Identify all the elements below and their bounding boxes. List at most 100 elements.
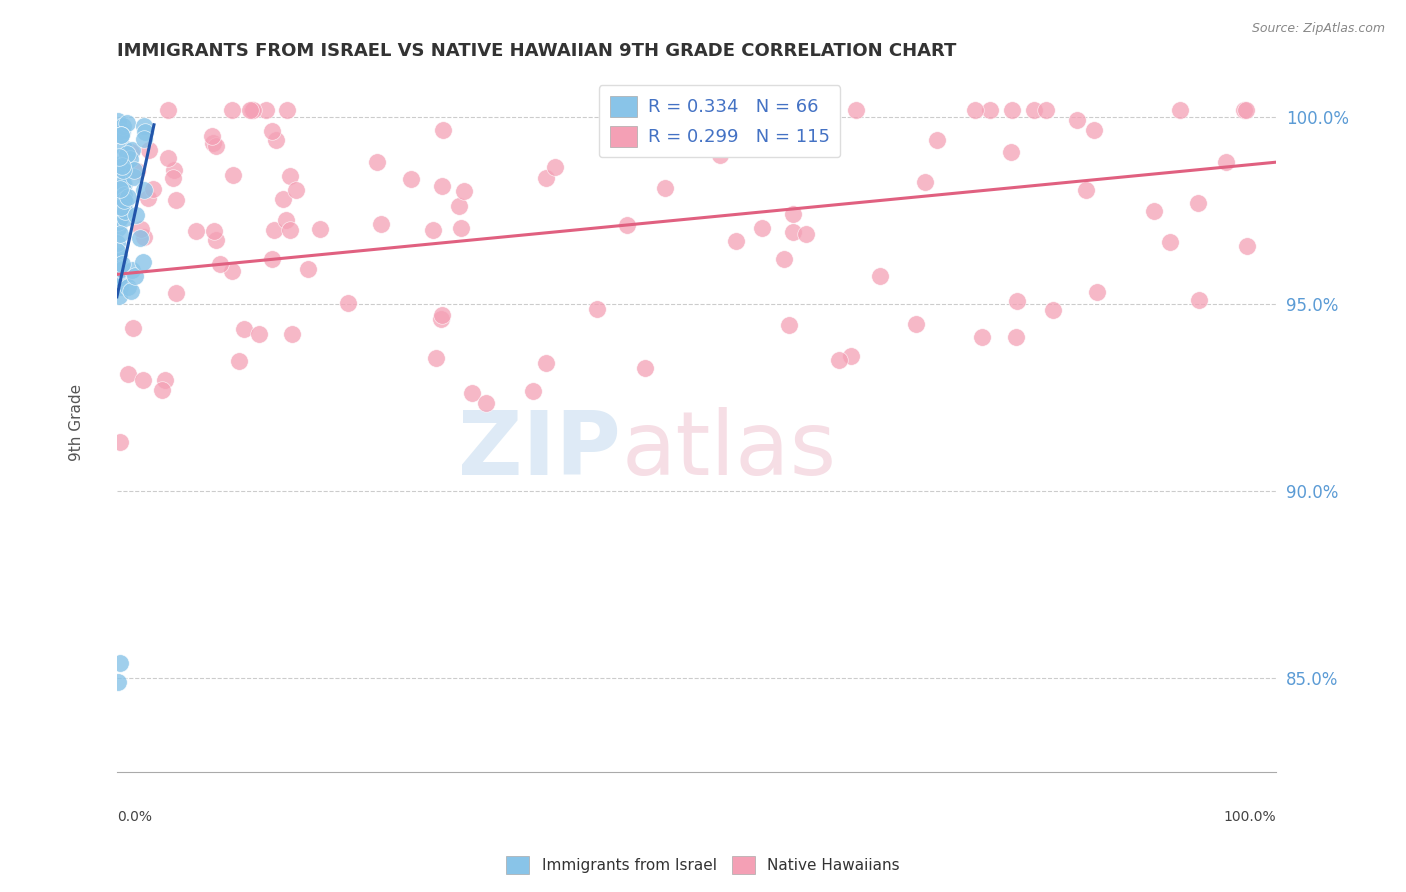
Point bbox=[276, 213, 298, 227]
Point bbox=[111, 160, 134, 174]
Point bbox=[778, 318, 800, 332]
Point bbox=[108, 157, 131, 171]
Point bbox=[616, 219, 638, 233]
Point bbox=[110, 227, 132, 242]
Point bbox=[586, 301, 609, 316]
Text: 100.0%: 100.0% bbox=[1223, 810, 1277, 824]
Point bbox=[972, 330, 994, 344]
Point bbox=[162, 171, 184, 186]
Text: ZIP: ZIP bbox=[458, 407, 621, 493]
Text: 9th Grade: 9th Grade bbox=[69, 384, 84, 460]
Point bbox=[914, 175, 936, 189]
Point bbox=[108, 128, 131, 143]
Point bbox=[117, 368, 139, 382]
Point bbox=[115, 146, 138, 161]
Point bbox=[239, 103, 262, 117]
Point bbox=[118, 152, 141, 166]
Point bbox=[474, 396, 496, 410]
Point bbox=[157, 103, 180, 117]
Point bbox=[1085, 285, 1108, 300]
Point bbox=[111, 176, 134, 190]
Point bbox=[122, 169, 145, 184]
Point bbox=[240, 103, 263, 117]
Point bbox=[107, 221, 129, 235]
Point bbox=[450, 221, 472, 235]
Point bbox=[110, 128, 132, 143]
Point bbox=[110, 657, 132, 671]
Point bbox=[112, 187, 135, 202]
Point bbox=[260, 124, 283, 138]
Legend: R = 0.334   N = 66, R = 0.299   N = 115: R = 0.334 N = 66, R = 0.299 N = 115 bbox=[599, 85, 841, 157]
Point bbox=[107, 205, 129, 219]
Point bbox=[724, 234, 747, 248]
Point bbox=[129, 221, 152, 235]
Point bbox=[108, 280, 131, 294]
Point bbox=[121, 263, 143, 277]
Point bbox=[202, 224, 225, 238]
Point bbox=[432, 309, 454, 323]
Point bbox=[205, 233, 228, 247]
Point bbox=[114, 203, 136, 218]
Point bbox=[108, 211, 131, 226]
Point bbox=[107, 204, 129, 219]
Point bbox=[645, 103, 668, 117]
Point bbox=[1234, 103, 1257, 117]
Point bbox=[280, 326, 302, 341]
Point bbox=[125, 208, 148, 222]
Text: 0.0%: 0.0% bbox=[117, 810, 152, 824]
Point bbox=[202, 136, 225, 151]
Point bbox=[153, 373, 176, 387]
Point bbox=[107, 113, 129, 128]
Point bbox=[132, 183, 155, 197]
Point bbox=[536, 356, 558, 370]
Point bbox=[108, 185, 131, 199]
Point bbox=[107, 268, 129, 282]
Point bbox=[399, 172, 422, 186]
Point bbox=[111, 262, 134, 277]
Point bbox=[108, 254, 131, 268]
Point bbox=[107, 215, 129, 229]
Point bbox=[1007, 293, 1029, 308]
Point bbox=[134, 229, 156, 244]
Point bbox=[1187, 196, 1209, 211]
Point bbox=[869, 269, 891, 284]
Point bbox=[136, 191, 159, 205]
Point bbox=[449, 199, 471, 213]
Point bbox=[249, 326, 271, 341]
Point bbox=[845, 103, 868, 117]
Point bbox=[276, 103, 298, 117]
Point bbox=[221, 264, 243, 278]
Point bbox=[165, 285, 187, 300]
Point bbox=[111, 119, 134, 133]
Point bbox=[129, 231, 152, 245]
Point bbox=[105, 244, 128, 259]
Point bbox=[134, 125, 156, 139]
Point bbox=[430, 311, 453, 326]
Point bbox=[110, 163, 132, 178]
Point bbox=[117, 279, 139, 293]
Point bbox=[1042, 302, 1064, 317]
Point bbox=[132, 119, 155, 133]
Point bbox=[228, 354, 250, 368]
Point bbox=[278, 222, 301, 236]
Point bbox=[163, 162, 186, 177]
Point bbox=[112, 178, 135, 192]
Point bbox=[1215, 154, 1237, 169]
Point bbox=[165, 194, 187, 208]
Point bbox=[107, 675, 129, 690]
Point bbox=[544, 160, 567, 174]
Point bbox=[1236, 239, 1258, 253]
Point bbox=[366, 155, 388, 169]
Point bbox=[120, 145, 142, 159]
Point bbox=[536, 170, 558, 185]
Point bbox=[142, 182, 165, 196]
Point bbox=[108, 180, 131, 194]
Point bbox=[783, 103, 806, 117]
Point bbox=[782, 225, 804, 239]
Point bbox=[828, 353, 851, 368]
Point bbox=[264, 133, 287, 147]
Point bbox=[654, 181, 676, 195]
Point bbox=[132, 255, 155, 269]
Text: atlas: atlas bbox=[621, 407, 837, 493]
Point bbox=[108, 194, 131, 208]
